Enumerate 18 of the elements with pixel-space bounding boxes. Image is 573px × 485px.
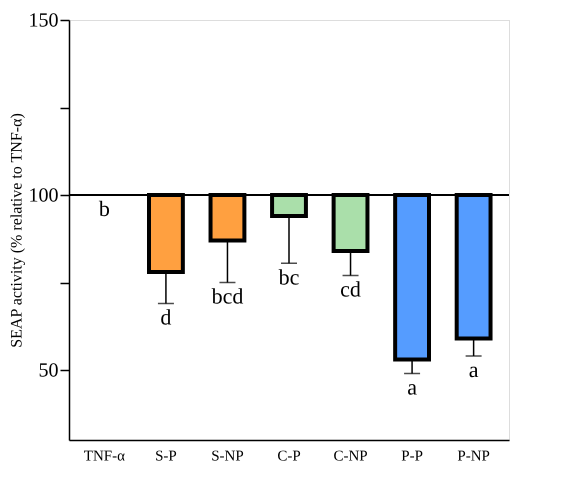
annotation: bc: [278, 264, 300, 290]
annotation: bcd: [212, 284, 244, 308]
x-tick-label: C-NP: [333, 448, 368, 464]
y-tick-label: 100: [28, 184, 58, 206]
x-tick-label: S-P: [155, 448, 177, 464]
annotation: a: [468, 357, 479, 382]
y-tick-label: 50: [38, 360, 58, 382]
annotation: d: [160, 304, 172, 330]
x-tick-label: C-P: [277, 448, 301, 464]
annotation: cd: [340, 276, 361, 302]
x-tick-label: TNF-α: [84, 448, 126, 464]
x-tick-label: S-NP: [211, 448, 244, 464]
y-axis-title: SEAP activity (% relative to TNF-α): [8, 113, 26, 348]
x-tick-label: P-P: [401, 448, 423, 464]
annotation: b: [98, 196, 110, 221]
annotation: a: [407, 374, 418, 400]
x-tick-label: P-NP: [457, 448, 490, 464]
y-tick-label: 150: [28, 10, 58, 32]
